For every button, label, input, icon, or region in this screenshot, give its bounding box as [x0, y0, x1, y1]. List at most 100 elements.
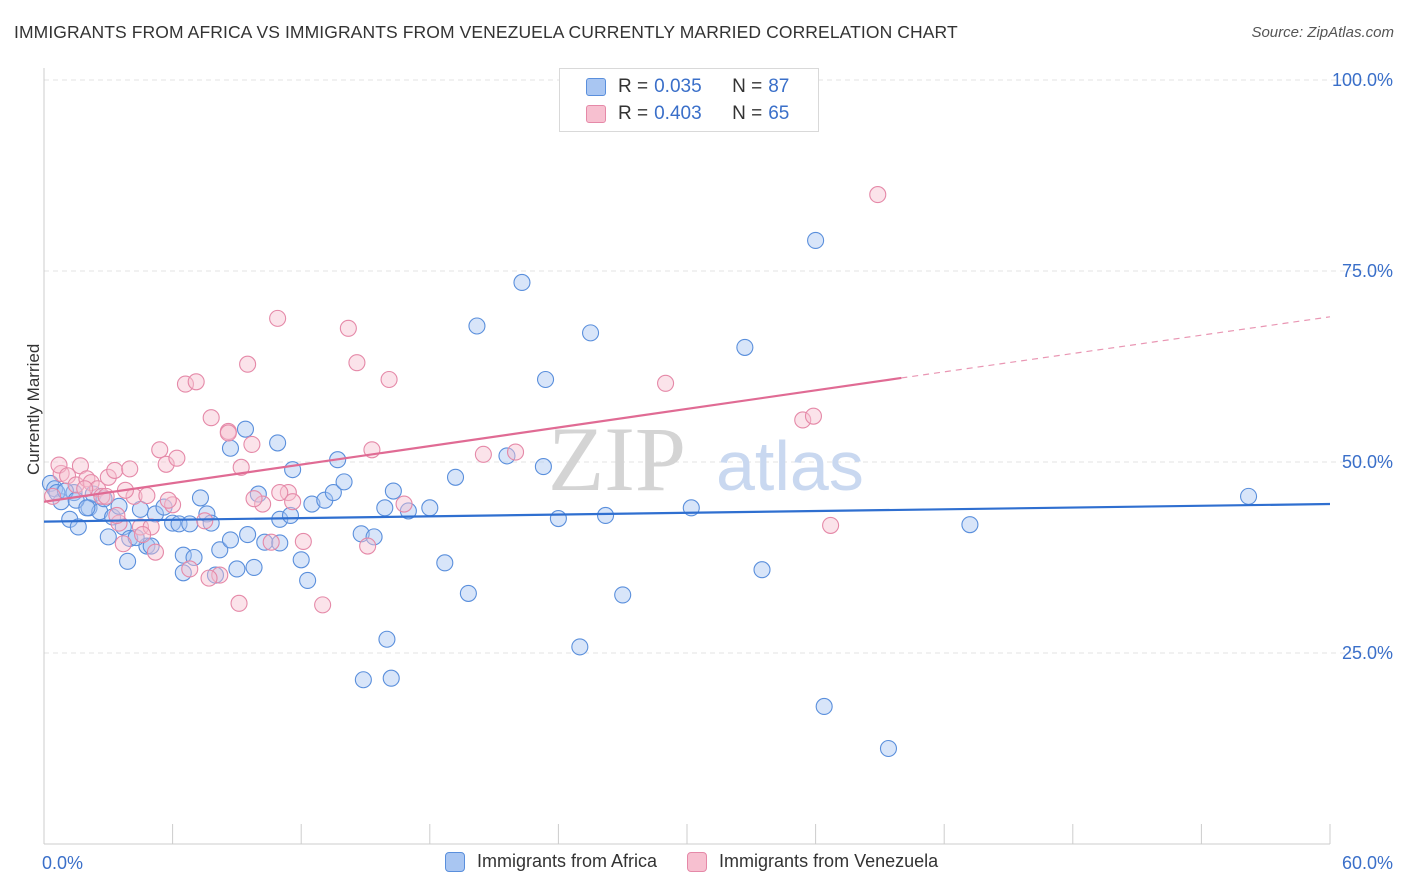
point-venezuela [134, 526, 152, 544]
point-africa [614, 586, 632, 604]
x-tick-label: 0.0% [42, 853, 83, 873]
point-venezuela [219, 424, 237, 442]
point-venezuela [67, 476, 85, 494]
point-africa [534, 458, 552, 476]
point-venezuela [239, 355, 257, 373]
point-venezuela [794, 411, 812, 429]
y-tick-label: 25.0% [1342, 643, 1393, 663]
legend-row-venezuela: R = 0.403 N = 65 [586, 101, 789, 127]
point-africa [879, 739, 898, 758]
watermark: ZIP atlas [548, 408, 864, 510]
point-africa [753, 561, 771, 579]
point-africa [498, 447, 516, 465]
point-venezuela [168, 449, 186, 467]
point-venezuela [869, 186, 887, 204]
point-venezuela [114, 535, 132, 553]
point-venezuela [232, 458, 250, 476]
point-africa [384, 482, 402, 500]
watermark-atlas: atlas [716, 427, 864, 505]
point-venezuela [657, 374, 675, 392]
point-africa [292, 551, 310, 569]
point-africa [299, 571, 317, 589]
legend-n-value: 65 [768, 103, 790, 124]
point-africa [181, 515, 199, 533]
point-africa [961, 516, 979, 534]
point-venezuela [804, 407, 823, 425]
point-africa [281, 506, 300, 525]
point-africa [815, 697, 833, 716]
point-africa [378, 630, 396, 648]
point-africa [597, 506, 615, 525]
point-venezuela [243, 435, 261, 453]
point-venezuela [271, 484, 289, 502]
point-venezuela [138, 487, 156, 505]
point-venezuela [474, 445, 492, 463]
point-africa [221, 531, 240, 549]
axes [43, 68, 1331, 845]
point-africa [78, 499, 96, 517]
legend-n-label: N = [732, 76, 763, 97]
legend-swatch-venezuela [687, 851, 708, 872]
legend-r-value: 0.403 [654, 103, 702, 124]
point-africa [736, 338, 754, 356]
point-africa [436, 554, 454, 572]
point-africa [303, 495, 321, 513]
point-venezuela [59, 467, 77, 485]
point-venezuela [97, 487, 115, 505]
legend-r-label: R = [618, 103, 649, 124]
point-venezuela [230, 594, 248, 612]
point-venezuela [196, 512, 214, 530]
point-africa [146, 505, 165, 523]
point-venezuela [348, 354, 366, 372]
point-venezuela [176, 375, 195, 393]
point-africa [468, 317, 486, 335]
point-africa [421, 499, 439, 517]
trend-line-venezuela-extension [901, 316, 1331, 379]
point-africa [549, 509, 567, 528]
tick-labels: 25.0% 50.0% 75.0% 100.0% 0.0% 60.0% [42, 70, 1393, 873]
point-africa [382, 669, 400, 687]
legend-r-value: 0.035 [654, 76, 702, 97]
point-venezuela [200, 569, 218, 587]
trend-line-africa [43, 502, 1331, 523]
point-venezuela [359, 537, 377, 555]
legend-item-africa: Immigrants from Africa [445, 851, 657, 872]
point-africa [365, 528, 383, 546]
point-venezuela [284, 493, 302, 511]
point-africa [807, 231, 825, 249]
point-venezuela [294, 532, 312, 551]
point-africa [236, 420, 255, 438]
point-africa [228, 560, 246, 578]
chart-title: IMMIGRANTS FROM AFRICA VS IMMIGRANTS FRO… [14, 22, 958, 42]
legend-n-value: 87 [768, 76, 790, 97]
point-venezuela [106, 461, 124, 479]
point-venezuela [211, 566, 229, 584]
point-venezuela [339, 319, 357, 337]
point-venezuela [269, 309, 287, 327]
point-africa [459, 584, 477, 602]
point-africa [324, 484, 342, 502]
x-tick-label: 60.0% [1342, 853, 1393, 873]
point-africa [191, 489, 210, 507]
point-africa [376, 499, 394, 517]
point-africa [446, 468, 465, 486]
point-venezuela [121, 460, 139, 478]
series-legend: Immigrants from Africa Immigrants from V… [445, 851, 968, 872]
point-africa [69, 518, 87, 536]
legend-item-venezuela: Immigrants from Venezuela [687, 851, 938, 872]
point-africa [513, 273, 531, 292]
point-venezuela [146, 543, 165, 561]
legend-swatch-venezuela [586, 105, 606, 123]
point-venezuela [181, 560, 199, 578]
point-africa [174, 546, 192, 564]
y-tick-label: 75.0% [1342, 261, 1393, 281]
source-label: Source: ZipAtlas.com [1251, 24, 1394, 41]
point-venezuela [187, 373, 205, 391]
point-venezuela [99, 468, 117, 486]
point-venezuela [245, 490, 263, 508]
point-africa [271, 534, 289, 552]
point-africa [1240, 487, 1258, 505]
trend-lines [43, 316, 1331, 523]
point-venezuela [822, 516, 840, 534]
